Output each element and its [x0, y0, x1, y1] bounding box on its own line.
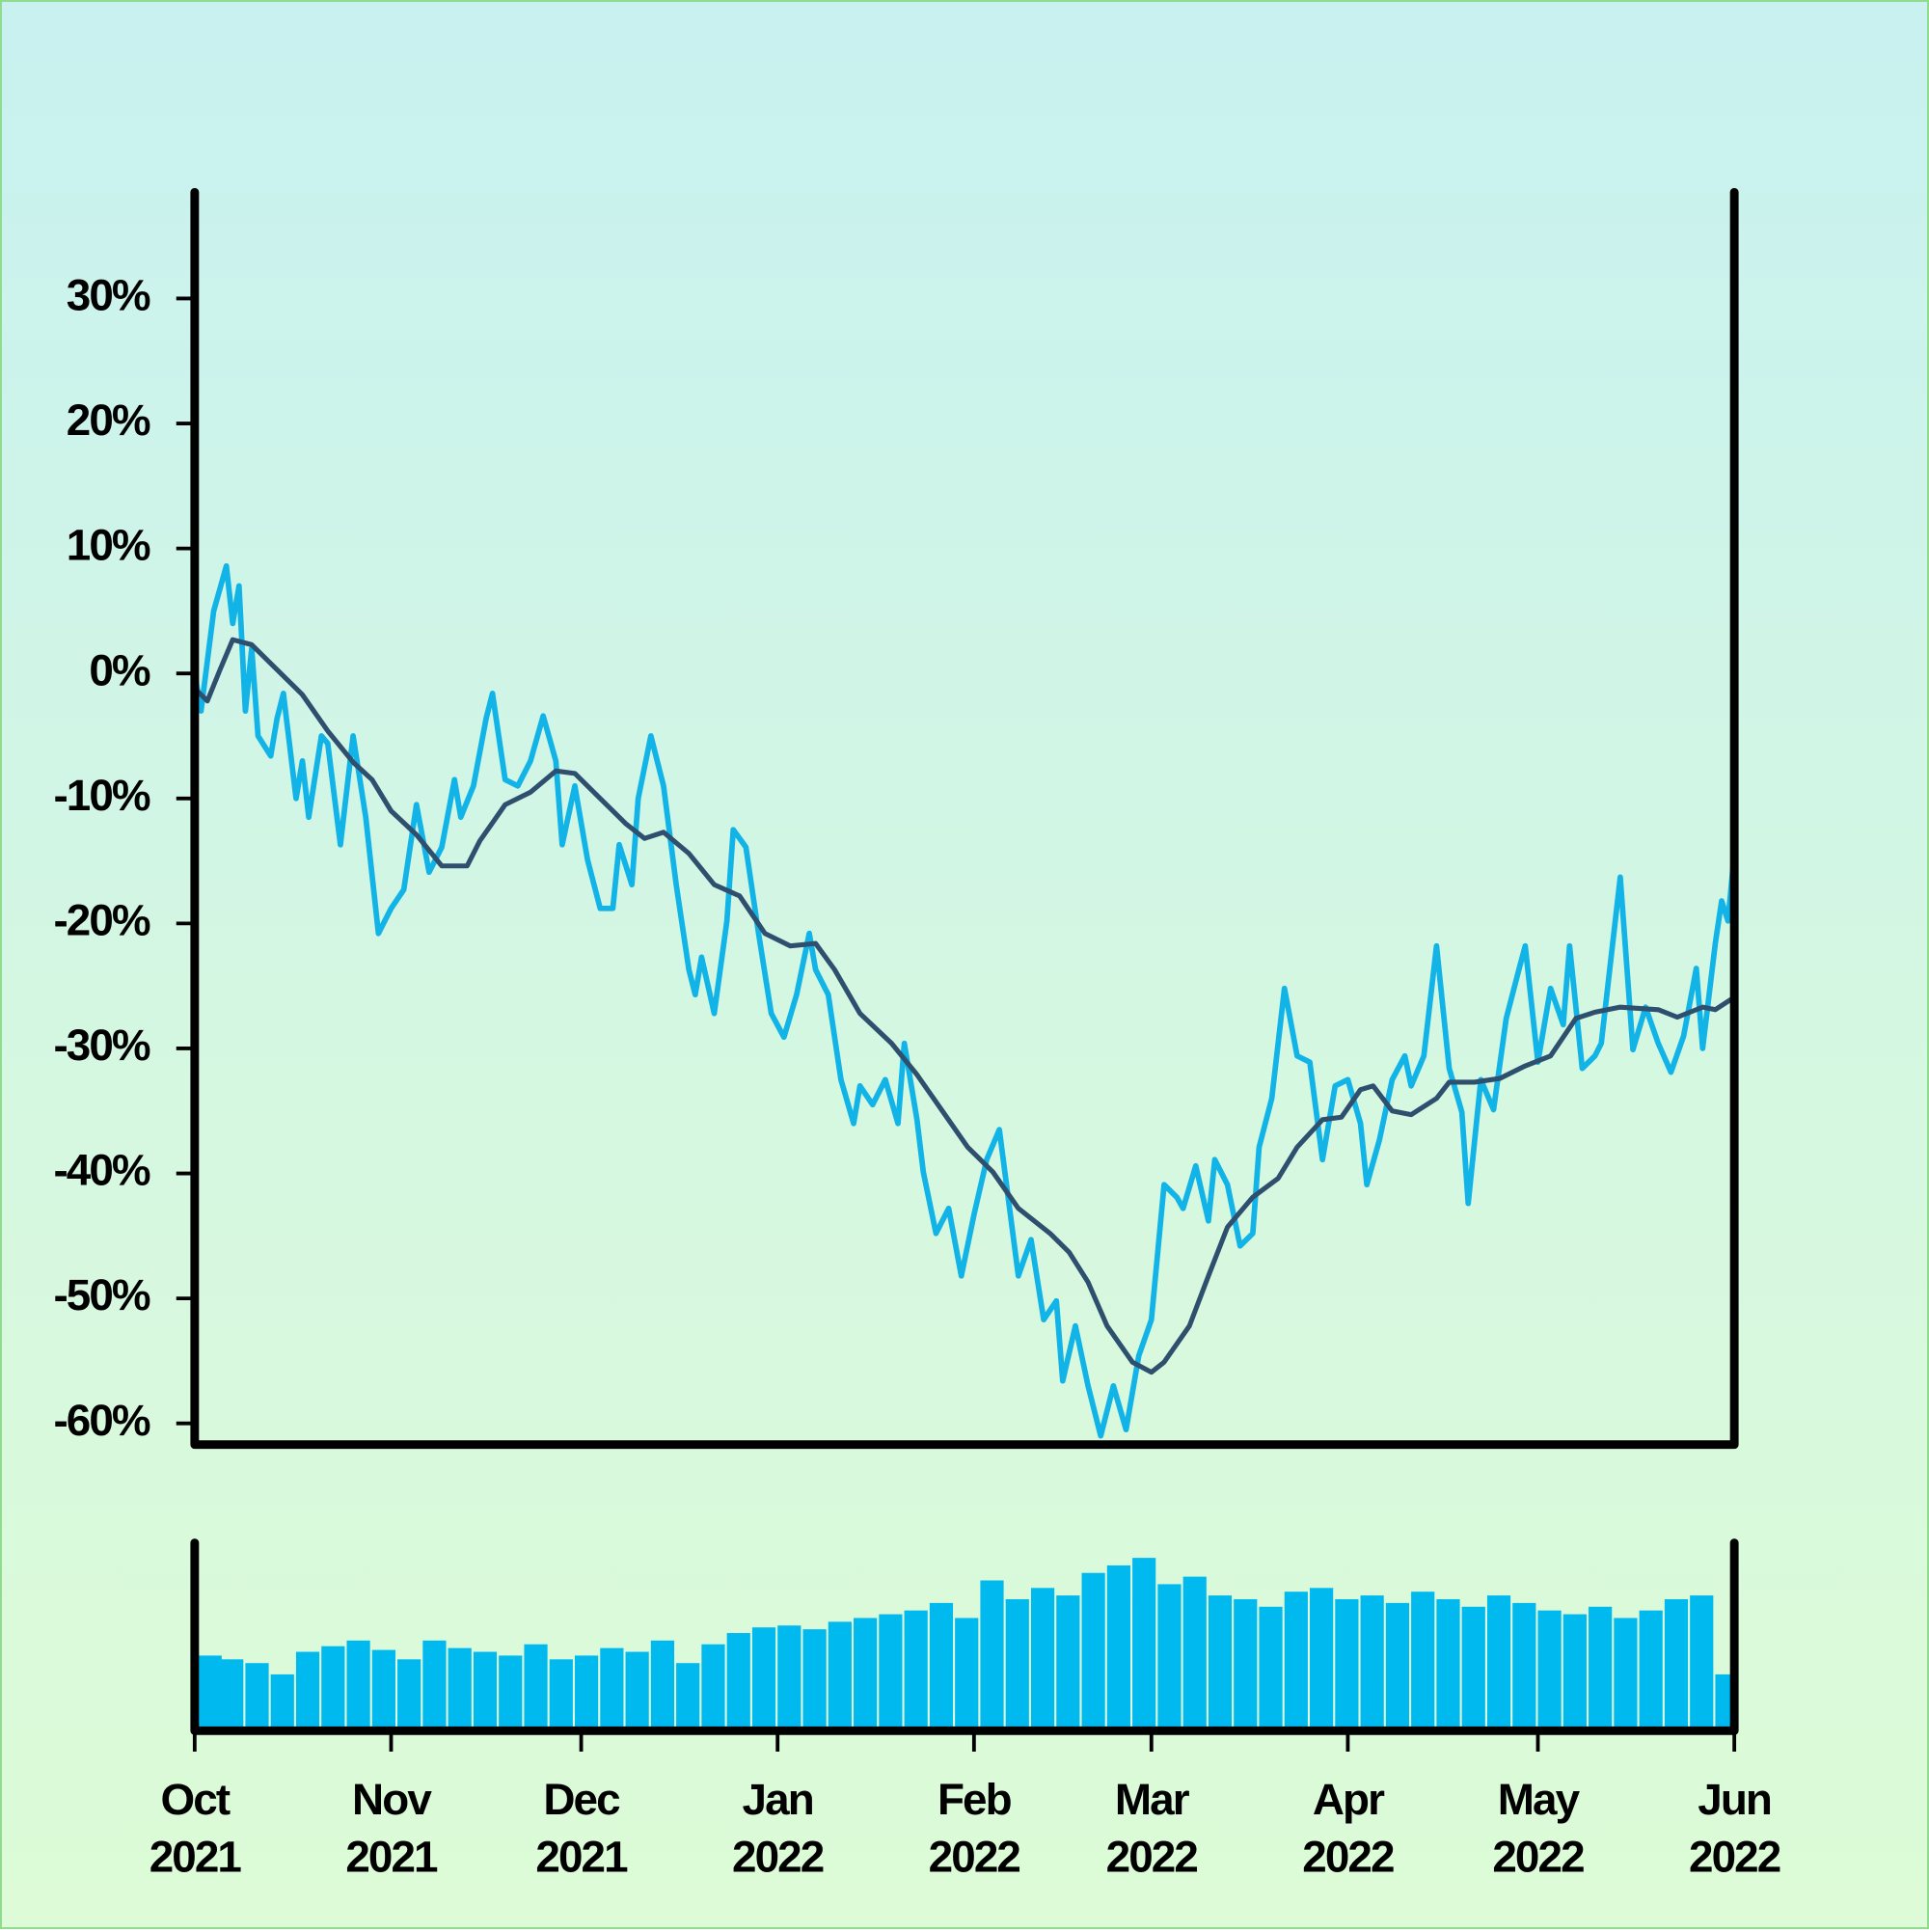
x-tick-label-box: May 2022 [1492, 1773, 1585, 1882]
x-tick-label: Jun 2022 [1688, 1773, 1781, 1882]
volume-bar [904, 1610, 928, 1731]
y-tick-label: -30% [53, 1020, 149, 1070]
volume-bar [1106, 1565, 1130, 1731]
volume-bar [1436, 1598, 1460, 1731]
volume-bar [270, 1673, 294, 1731]
y-tick-label: -20% [53, 895, 149, 944]
volume-bar [1182, 1576, 1207, 1731]
volume-bar [1715, 1673, 1731, 1731]
x-tick-label-box: Jan 2022 [732, 1773, 825, 1882]
x-tick-label: Oct 2021 [149, 1773, 242, 1882]
volume-bar [1385, 1602, 1410, 1731]
x-tick-label: Mar 2022 [1105, 1773, 1199, 1882]
volume-bar [802, 1629, 827, 1731]
x-tick-label: Nov 2021 [345, 1773, 438, 1882]
line-series [192, 562, 1737, 1439]
axis-frame [190, 1538, 1739, 1735]
x-tick-label-box: Feb 2022 [928, 1773, 1021, 1882]
volume-bar [1614, 1618, 1638, 1731]
volume-bar [625, 1651, 649, 1731]
volume-bar [346, 1640, 370, 1731]
volume-bar [1081, 1572, 1105, 1731]
volume-bar [448, 1647, 472, 1731]
volume-bar [499, 1655, 523, 1731]
volume-bar [1259, 1606, 1283, 1731]
volume-bar [220, 1659, 244, 1731]
volume-bar [929, 1602, 954, 1731]
volume-bar [676, 1663, 700, 1731]
volume-bar [1562, 1614, 1587, 1731]
volume-bar [955, 1618, 979, 1731]
volume-bar [650, 1640, 675, 1731]
y-tick-label: 10% [67, 521, 150, 570]
volume-bar [1310, 1588, 1334, 1731]
volume-bar [1690, 1595, 1714, 1731]
y-tick-label: 0% [89, 645, 150, 694]
volume-bar [422, 1640, 447, 1731]
y-tick-label: -10% [53, 771, 149, 820]
axis-frame [190, 187, 1739, 1450]
volume-bar [198, 1655, 222, 1731]
y-tick-label: -40% [53, 1146, 149, 1195]
volume-bar [1132, 1558, 1156, 1731]
volume-bar [1056, 1595, 1080, 1731]
volume-bar [1208, 1595, 1233, 1731]
volume-bar [1234, 1598, 1258, 1731]
y-tick-label: 20% [67, 395, 150, 445]
volume-bar [854, 1618, 878, 1731]
volume-bar [397, 1659, 421, 1731]
x-tick-label: Feb 2022 [928, 1773, 1021, 1882]
x-tick-label-box: Dec 2021 [535, 1773, 628, 1882]
volume-bar [1005, 1598, 1029, 1731]
volume-bar [701, 1644, 725, 1731]
volume-bar [600, 1647, 624, 1731]
volume-bar [828, 1621, 852, 1731]
volume-bar [245, 1663, 269, 1731]
y-tick-label: 30% [67, 271, 150, 320]
x-tick-label: Jan 2022 [732, 1773, 825, 1882]
volume-bar [1157, 1584, 1182, 1731]
volume-bar [1411, 1592, 1435, 1731]
x-tick-label-box: Jun 2022 [1688, 1773, 1781, 1882]
volume-bar [1030, 1588, 1055, 1731]
volume-bar [1512, 1602, 1536, 1731]
volume-bar [295, 1651, 320, 1731]
volume-bar [1360, 1595, 1384, 1731]
x-tick-label-box: Mar 2022 [1105, 1773, 1199, 1882]
x-tick-label-box: Nov 2021 [345, 1773, 438, 1882]
volume-bar [777, 1625, 801, 1731]
volume-bar [751, 1627, 776, 1731]
volume-bar [549, 1659, 573, 1731]
price-panel: -60% -50% -40% -30% -20% -10% 0% 10% 20% 30% [53, 187, 1739, 1450]
volume-bar [1461, 1606, 1485, 1731]
volume-bar [321, 1646, 345, 1731]
volume-bar [1589, 1606, 1613, 1731]
x-tick-label: May 2022 [1492, 1773, 1585, 1882]
volume-bar [1335, 1598, 1359, 1731]
line-series [193, 637, 1736, 1375]
volume-bar [524, 1644, 548, 1731]
volume-bar [371, 1649, 395, 1731]
x-tick-label-box: Apr 2022 [1302, 1773, 1395, 1882]
volume-bar [473, 1651, 498, 1731]
y-tick-label: -50% [53, 1270, 149, 1320]
x-tick-label: Dec 2021 [535, 1773, 628, 1882]
volume-bar [1284, 1592, 1308, 1731]
volume-bar [726, 1633, 750, 1731]
volume-bar [1639, 1610, 1663, 1731]
x-tick-label: Apr 2022 [1302, 1773, 1395, 1882]
volume-bar [1486, 1595, 1511, 1731]
y-tick-label: -60% [53, 1396, 149, 1445]
x-tick-label-box: Oct 2021 [149, 1773, 242, 1882]
volume-panel: Oct 2021 Nov 2021 Dec 2021 Jan 2022 Feb 2022… [149, 1538, 1781, 1882]
volume-bar [575, 1655, 599, 1731]
volume-bar [879, 1614, 903, 1731]
volume-bar [980, 1580, 1004, 1731]
volume-bar [1537, 1610, 1562, 1731]
volume-bar [1664, 1598, 1689, 1731]
